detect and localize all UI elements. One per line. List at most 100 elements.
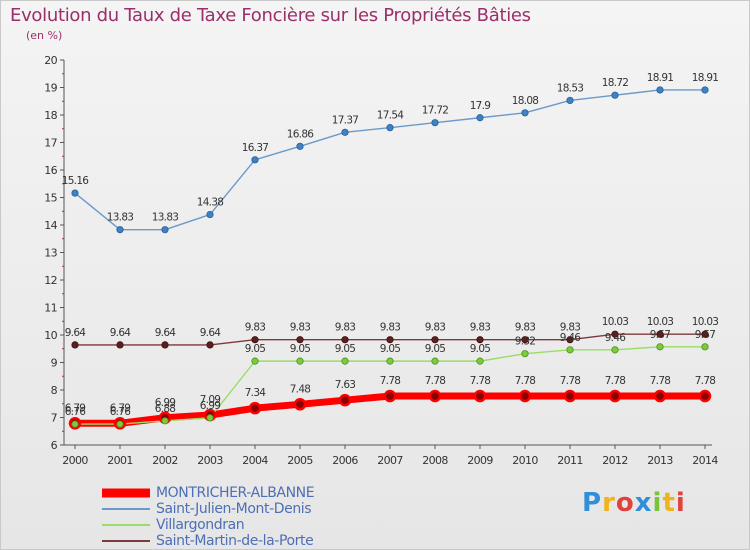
x-tick-label: 2010 [512,454,538,467]
data-label: 6.88 [155,403,176,415]
data-point [431,119,439,127]
logo-letter: P [582,488,603,518]
proxiti-logo: Proxiti [582,488,686,518]
logo-letter: i [675,488,686,518]
data-point [116,420,124,428]
data-point [386,336,394,344]
data-label: 16.86 [287,128,315,140]
data-point [476,114,484,122]
data-point [248,401,262,415]
data-label: 17.54 [377,110,405,122]
x-tick-label: 2008 [422,454,448,467]
data-label: 7.78 [380,375,401,387]
data-label: 10.03 [647,316,674,328]
legend-label: Saint-Martin-de-la-Porte [156,533,314,549]
data-label: 9.83 [425,322,446,334]
data-point [608,389,622,403]
data-label: 18.91 [647,72,674,84]
x-tick-label: 2006 [332,454,358,467]
data-label: 9.05 [470,343,491,355]
data-point [566,336,574,344]
data-label: 6.99 [155,397,176,409]
data-label: 9.64 [110,327,132,339]
data-label: 17.72 [422,105,449,117]
legend-swatch [102,508,150,510]
y-tick-label: 8 [51,384,58,397]
chart-title: Evolution du Taux de Taxe Foncière sur l… [10,5,531,26]
data-label: 9.64 [155,327,177,339]
logo-letter: t [662,488,676,518]
data-point [296,142,304,150]
data-point [251,156,259,164]
data-label: 6.76 [65,406,87,418]
data-label: 6.79 [110,402,131,414]
data-point [386,124,394,132]
data-label: 6.76 [110,406,132,418]
data-label: 7.34 [245,387,267,399]
data-label: 7.09 [200,394,221,406]
data-point [566,346,574,354]
data-label: 9.83 [515,322,536,334]
x-tick-label: 2013 [647,454,673,467]
data-label: 6.79 [65,402,86,414]
data-label: 7.78 [470,375,491,387]
data-point [206,414,214,422]
y-tick-label: 14 [44,219,57,232]
data-label: 10.03 [602,316,629,328]
data-point [341,357,349,365]
y-tick-label: 7 [51,412,58,425]
data-label: 15.16 [62,175,90,187]
x-tick-label: 2005 [287,454,313,467]
y-tick-label: 10 [44,329,57,342]
y-tick-label: 19 [44,82,57,95]
data-label: 7.78 [515,375,536,387]
data-label: 14.38 [197,197,224,209]
data-point [341,336,349,344]
data-point [161,226,169,234]
legend-label: MONTRICHER-ALBANNE [156,485,315,501]
y-tick-label: 9 [51,357,58,370]
data-label: 17.37 [332,114,359,126]
logo-letter: i [652,488,663,518]
data-point [521,109,529,117]
data-point [611,346,619,354]
data-label: 18.72 [602,77,629,89]
data-label: 9.57 [695,329,716,341]
data-point [518,389,532,403]
x-tick-label: 2003 [197,454,223,467]
data-point [338,393,352,407]
data-label: 7.63 [335,379,356,391]
y-unit-label: (en %) [26,29,63,42]
data-label: 9.83 [290,322,311,334]
y-tick-label: 12 [44,274,57,287]
data-point [701,86,709,94]
data-label: 9.46 [605,332,627,344]
data-label: 9.05 [380,343,401,355]
data-label: 17.9 [470,100,491,112]
data-point [611,91,619,99]
data-point [653,389,667,403]
legend-swatch [102,488,150,498]
data-point [701,330,709,338]
data-point [251,336,259,344]
x-tick-label: 2007 [377,454,403,467]
data-point [698,389,712,403]
data-point [611,330,619,338]
data-label: 9.83 [245,322,266,334]
data-label: 9.83 [560,322,581,334]
data-label: 9.05 [335,343,356,355]
x-tick-label: 2002 [152,454,178,467]
data-label: 9.05 [425,343,446,355]
data-point [206,341,214,349]
data-label: 6.99 [200,400,221,412]
data-point [473,389,487,403]
x-tick-label: 2000 [62,454,88,467]
data-label: 9.05 [245,343,266,355]
data-point [71,420,79,428]
data-point [431,336,439,344]
data-label: 13.83 [107,212,134,224]
data-label: 10.03 [692,316,719,328]
data-point [116,226,124,234]
data-label: 9.57 [650,329,671,341]
